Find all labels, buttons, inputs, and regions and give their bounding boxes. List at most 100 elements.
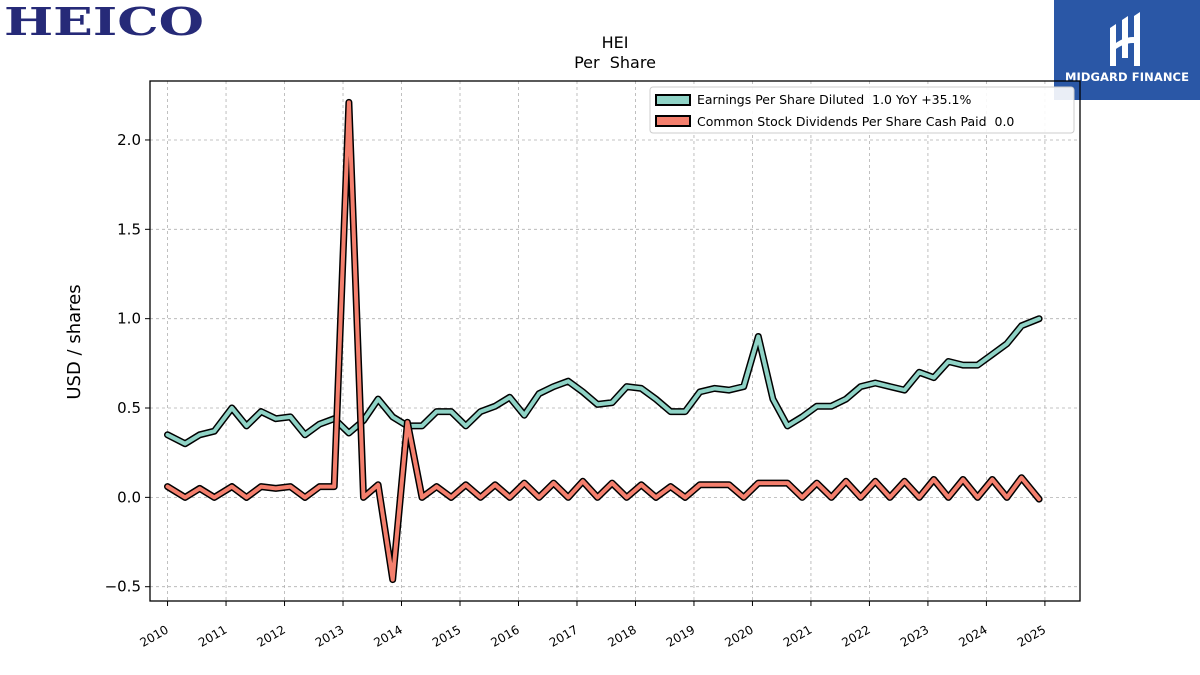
data-point-dividends [362, 496, 365, 498]
data-point-dividends [874, 480, 876, 482]
data-point-dividends [304, 496, 306, 498]
data-point-eps [874, 382, 876, 384]
data-point-dividends [962, 478, 964, 481]
data-point-eps [304, 434, 306, 436]
data-point-dividends [509, 496, 511, 498]
data-point-dividends [743, 496, 745, 498]
data-point-dividends [903, 480, 906, 482]
data-point-dividends [845, 480, 847, 482]
x-tick-label: 2013 [313, 622, 346, 649]
data-point-eps [289, 416, 291, 418]
data-point-eps [436, 411, 438, 413]
x-tick-label: 2022 [839, 622, 872, 649]
data-point-eps [377, 398, 379, 400]
data-point-eps [1038, 318, 1040, 320]
legend-box [649, 86, 1075, 134]
plot-lines [164, 98, 1043, 584]
data-point-dividends [553, 482, 555, 484]
data-point-eps [713, 387, 716, 389]
midgard-finance-logo: MIDGARD FINANCE [1054, 0, 1200, 100]
data-point-eps [684, 411, 686, 413]
data-point-eps [947, 360, 950, 363]
data-point-dividends [213, 496, 215, 498]
heico-logo: HEICO [4, 2, 204, 42]
data-point-dividends [757, 482, 759, 484]
data-point-dividends [626, 496, 628, 498]
data-point-eps [494, 405, 496, 407]
data-point-eps [166, 434, 169, 436]
x-tick-label: 2025 [1015, 622, 1048, 649]
data-point-dividends [406, 421, 408, 423]
legend-label-eps: Earnings Per Share Diluted 1.0 YoY +35.1… [697, 92, 972, 107]
data-point-eps [567, 380, 569, 382]
data-point-eps [450, 411, 452, 413]
data-point-eps [319, 423, 321, 425]
data-point-dividends [523, 482, 525, 484]
data-point-eps [772, 398, 774, 400]
data-point-dividends [494, 484, 496, 486]
data-point-eps [626, 386, 628, 388]
data-point-dividends [421, 496, 423, 498]
data-point-dividends [977, 496, 979, 498]
series-outline-dividends [164, 98, 1043, 584]
x-tick-label: 2024 [956, 622, 989, 649]
data-point-dividends [166, 486, 169, 488]
data-point-dividends [816, 482, 818, 484]
x-tick-label: 2017 [547, 622, 580, 649]
data-point-eps [184, 443, 186, 445]
data-point-dividends [1038, 498, 1040, 500]
data-point-dividends [377, 484, 379, 486]
data-point-eps [465, 425, 467, 427]
data-point-eps [655, 398, 657, 400]
data-point-eps [991, 353, 993, 355]
data-point-eps [611, 402, 613, 404]
data-point-eps [699, 391, 701, 393]
data-point-eps [538, 393, 540, 395]
data-point-dividends [392, 579, 394, 581]
data-point-dividends [918, 496, 920, 498]
x-tick-label: 2019 [664, 622, 697, 649]
chart-title: HEI [602, 33, 629, 52]
y-tick-label: 0.0 [117, 488, 141, 506]
data-point-dividends [684, 496, 686, 498]
data-point-dividends [947, 496, 950, 498]
heico-logo-text: HEICO [4, 2, 204, 42]
data-point-eps [582, 391, 584, 393]
data-point-dividends [640, 484, 642, 486]
data-point-dividends [231, 486, 233, 488]
x-tick-label: 2018 [605, 622, 638, 649]
y-tick-label: 2.0 [117, 131, 141, 149]
data-point-eps [231, 407, 233, 409]
data-point-dividends [333, 486, 335, 488]
data-point-eps [1020, 325, 1023, 327]
data-point-eps [1006, 343, 1008, 345]
chart-subtitle: Per Share [574, 53, 656, 72]
data-point-dividends [772, 482, 774, 484]
series-line-dividends [165, 100, 1042, 582]
plot-frame [149, 80, 1081, 602]
data-point-eps [830, 405, 833, 407]
data-point-dividends [670, 486, 672, 488]
data-point-dividends [1020, 477, 1023, 479]
y-tick-label: −0.5 [105, 578, 141, 596]
data-point-eps [977, 364, 979, 366]
data-point-dividends [275, 487, 277, 489]
data-point-eps [523, 414, 525, 416]
y-tick-label: 1.5 [117, 220, 141, 238]
data-point-eps [213, 430, 215, 432]
x-tick-label: 2014 [371, 622, 404, 649]
data-point-eps [860, 386, 862, 388]
data-point-eps [757, 335, 759, 338]
x-tick-label: 2012 [254, 622, 287, 649]
data-point-dividends [319, 486, 321, 488]
data-point-eps [479, 411, 482, 413]
x-tick-label: 2011 [196, 622, 229, 649]
data-point-dividends [830, 496, 833, 498]
data-point-dividends [801, 496, 803, 498]
data-point-dividends [260, 486, 262, 488]
data-point-eps [918, 371, 920, 373]
data-point-dividends [728, 484, 730, 486]
series-line-eps [165, 316, 1042, 446]
y-axis-label: USD / shares [64, 284, 85, 399]
